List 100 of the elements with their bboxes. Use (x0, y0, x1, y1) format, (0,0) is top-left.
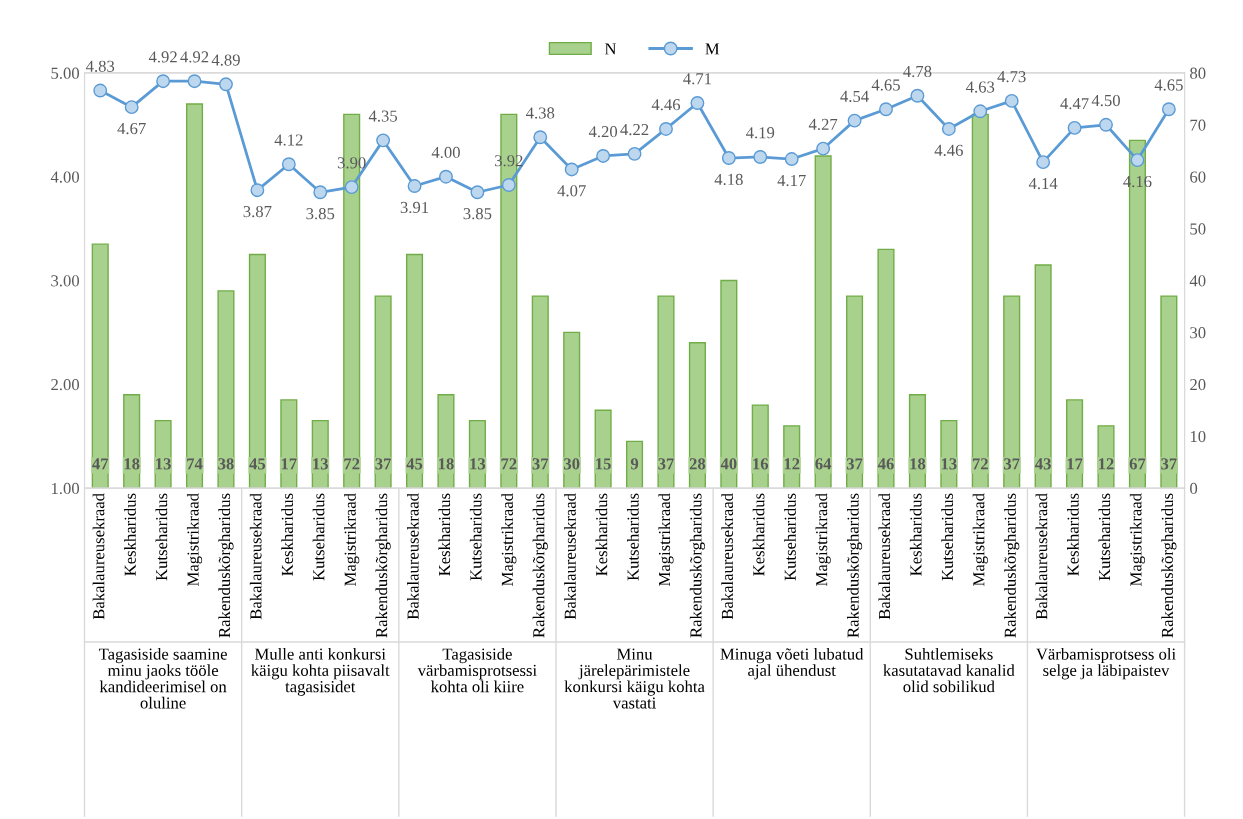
data-label: 12 (1099, 458, 1114, 470)
data-label: 16 (753, 458, 769, 470)
x-tick-label: Bakalaureusekraad (1035, 493, 1048, 620)
x-tick-label: Bakalaureusekraad (249, 493, 262, 620)
text: Tagasiside saamine minu jaoks tööle kandideerimisel on oluline (98, 647, 227, 709)
x-tick-label: Keskharidus (281, 493, 293, 576)
text: Minu järelepärimistele konkursi käigu kohta vastati (564, 648, 705, 709)
point (879, 102, 893, 117)
data-label: 64 (815, 458, 832, 470)
point (721, 151, 736, 165)
data-label: 4.46 (934, 144, 963, 157)
y2-tick-label: 70 (1190, 119, 1206, 131)
data-label: 37 (1161, 458, 1177, 470)
x-tick-label: Kutseharidus (941, 493, 954, 581)
data-label: 4.47 (1060, 98, 1089, 110)
data-label: 4.35 (368, 110, 398, 122)
y2-tick-label: 50 (1190, 223, 1206, 235)
data-label: 37 (532, 458, 549, 470)
bar (720, 279, 738, 489)
data-label: 17 (1067, 458, 1083, 470)
point (784, 152, 799, 166)
x-tick-label: Bakalaureusekraad (564, 493, 576, 620)
bar (217, 290, 235, 489)
x-tick-label: Kutseharidus (1098, 493, 1111, 581)
point (627, 146, 642, 161)
point (376, 133, 391, 148)
point (973, 104, 988, 119)
data-label: 4.20 (588, 126, 618, 138)
point (219, 77, 233, 92)
data-label: 72 (972, 458, 988, 470)
data-label: 4.14 (1028, 178, 1058, 190)
point (93, 83, 108, 98)
data-label: 45 (249, 458, 266, 470)
data-label: 3.85 (463, 208, 492, 220)
point (313, 185, 328, 200)
x-tick-label: Rakenduskõrgharidus (218, 493, 234, 638)
x-tick-label: Magistrikraad (815, 493, 831, 586)
data-label: 4.63 (966, 81, 995, 93)
x-tick-label: Magistrikraad (501, 493, 517, 586)
point (1036, 155, 1051, 170)
x-tick-label: Magistrikraad (186, 493, 203, 586)
bar (185, 103, 204, 489)
data-label: 67 (1129, 458, 1146, 470)
x-tick-label: Kutseharidus (312, 493, 325, 581)
data-label: 72 (344, 458, 360, 470)
y2-tick-label: 0 (1190, 482, 1198, 495)
data-label: 74 (187, 458, 203, 470)
point (156, 74, 171, 89)
point (281, 157, 296, 172)
data-label: 30 (563, 458, 580, 470)
y-tick-label: 2.00 (51, 379, 80, 391)
data-label: 13 (470, 458, 486, 470)
text: Tagasiside värbamisprotsessi kohta oli kiire (417, 647, 537, 693)
data-label: 4.07 (557, 185, 586, 197)
data-label: 4.65 (871, 79, 900, 91)
bar (1034, 264, 1052, 489)
point (1004, 93, 1019, 108)
y2-tick-label: 30 (1190, 327, 1206, 339)
x-tick-label: Rakenduskõrgharidus (689, 493, 705, 638)
data-label: 9 (630, 458, 639, 470)
x-tick-label: Rakenduskõrgharidus (846, 493, 863, 638)
data-label: 37 (846, 458, 863, 470)
x-tick-label: Keskharidus (909, 493, 922, 576)
x-tick-label: Bakalaureusekraad (92, 493, 105, 620)
point (910, 88, 925, 103)
x-tick-label: Bakalaureusekraad (721, 493, 734, 620)
y2-tick-label: 20 (1190, 379, 1206, 391)
point (596, 148, 611, 163)
point (187, 74, 202, 89)
bar (248, 253, 266, 489)
data-label: 13 (313, 458, 329, 470)
data-label: 3.85 (306, 208, 335, 220)
x-tick-label: Kutseharidus (155, 493, 168, 581)
x-tick-label: Keskharidus (1067, 493, 1079, 576)
x-tick-label: Bakalaureusekraad (878, 493, 891, 620)
legend-label: N (604, 43, 617, 55)
data-label: 4.65 (1154, 79, 1183, 91)
point (816, 141, 831, 156)
y-tick-label: 5.00 (51, 67, 80, 79)
data-label: 4.54 (840, 90, 869, 103)
data-label: 4.83 (85, 60, 115, 72)
text: Minuga võeti lubatud ajal ühendust (720, 647, 864, 680)
x-tick-label: Magistrikraad (658, 493, 674, 586)
data-label: 28 (689, 458, 706, 470)
point (564, 162, 579, 177)
y-tick-label: 1.00 (51, 482, 80, 495)
data-label: 72 (501, 458, 517, 470)
data-label: 4.00 (431, 146, 460, 159)
data-label: 4.19 (746, 127, 775, 139)
bar (91, 243, 109, 489)
point (1161, 102, 1176, 117)
data-label: 15 (596, 458, 611, 470)
data-label: 38 (218, 458, 234, 470)
data-label: 4.38 (526, 107, 555, 119)
y2-tick-label: 80 (1190, 67, 1206, 79)
data-label: 4.22 (620, 124, 649, 136)
data-label: 47 (92, 458, 109, 470)
y-tick-label: 3.00 (51, 275, 80, 287)
point (690, 96, 705, 110)
bar (971, 113, 989, 489)
